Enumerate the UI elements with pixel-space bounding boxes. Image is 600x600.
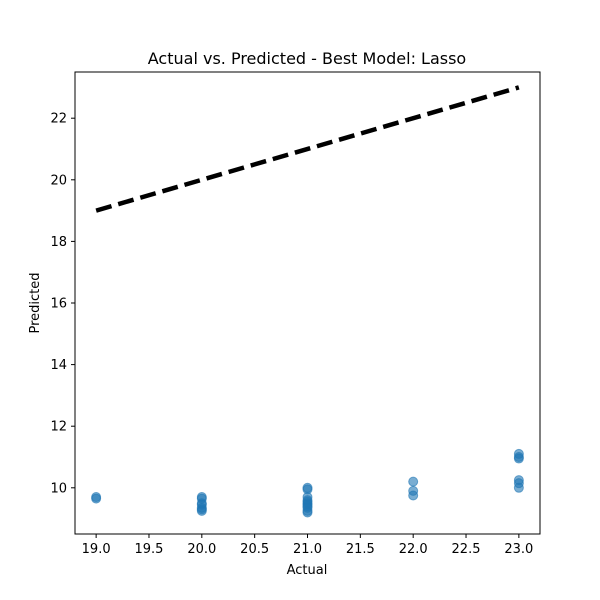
x-tick-label: 19.0 — [82, 542, 111, 557]
scatter-point — [302, 507, 313, 518]
scatter-point — [513, 482, 524, 493]
y-tick-label: 18 — [50, 235, 67, 250]
plot-frame — [74, 71, 541, 535]
chart-title: Actual vs. Predicted - Best Model: Lasso — [148, 49, 466, 68]
x-tick-label: 23.0 — [504, 542, 533, 557]
x-tick-label: 22.5 — [452, 542, 481, 557]
x-axis-label: Actual — [287, 563, 328, 578]
y-tick-label: 22 — [50, 112, 67, 127]
y-axis-label: Predicted — [28, 272, 43, 333]
y-tick-label: 12 — [50, 420, 67, 435]
scatter-point — [408, 490, 419, 501]
scatter-point — [408, 476, 419, 487]
scatter-point — [513, 453, 524, 464]
y-tick-label: 20 — [50, 173, 67, 188]
x-axis: 19.0 19.5 20.0 20.5 21.0 21.5 22.0 22.5 23.0 — [82, 534, 533, 557]
x-tick-label: 20.5 — [240, 542, 269, 557]
scatter-point — [91, 493, 102, 504]
scatter-point — [196, 505, 207, 516]
reference-line — [95, 85, 520, 213]
x-tick-label: 20.0 — [187, 542, 216, 557]
y-tick-label: 14 — [50, 358, 67, 373]
x-tick-label: 21.5 — [346, 542, 375, 557]
x-tick-label: 22.0 — [399, 542, 428, 557]
y-tick-label: 10 — [50, 481, 67, 496]
x-tick-label: 21.0 — [293, 542, 322, 557]
y-axis: 10 12 14 16 18 20 22 — [50, 112, 75, 496]
y-tick-label: 16 — [50, 297, 67, 312]
x-tick-label: 19.5 — [135, 542, 164, 557]
plot-area — [91, 85, 524, 518]
